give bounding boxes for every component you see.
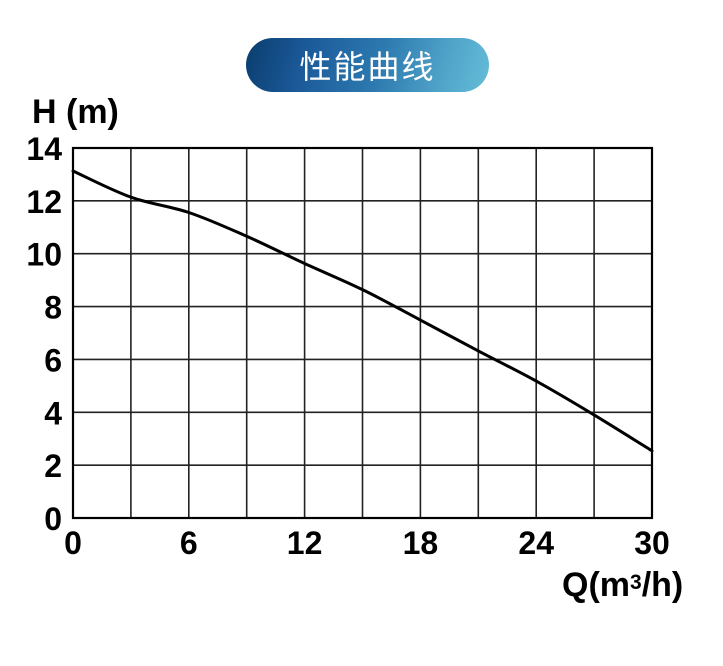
svg-text:0: 0 (64, 525, 82, 561)
svg-text:6: 6 (44, 342, 62, 378)
svg-text:6: 6 (180, 525, 198, 561)
svg-text:H (m): H (m) (32, 93, 119, 131)
svg-text:18: 18 (403, 525, 439, 561)
svg-text:12: 12 (26, 184, 62, 220)
svg-text:14: 14 (26, 131, 62, 167)
svg-text:0: 0 (44, 501, 62, 537)
svg-text:Q(m3/h): Q(m3/h) (562, 566, 683, 604)
svg-text:4: 4 (44, 395, 62, 431)
svg-text:24: 24 (518, 525, 554, 561)
svg-text:30: 30 (634, 525, 670, 561)
svg-text:8: 8 (44, 290, 62, 326)
svg-text:12: 12 (287, 525, 323, 561)
svg-text:2: 2 (44, 448, 62, 484)
svg-text:10: 10 (26, 237, 62, 273)
